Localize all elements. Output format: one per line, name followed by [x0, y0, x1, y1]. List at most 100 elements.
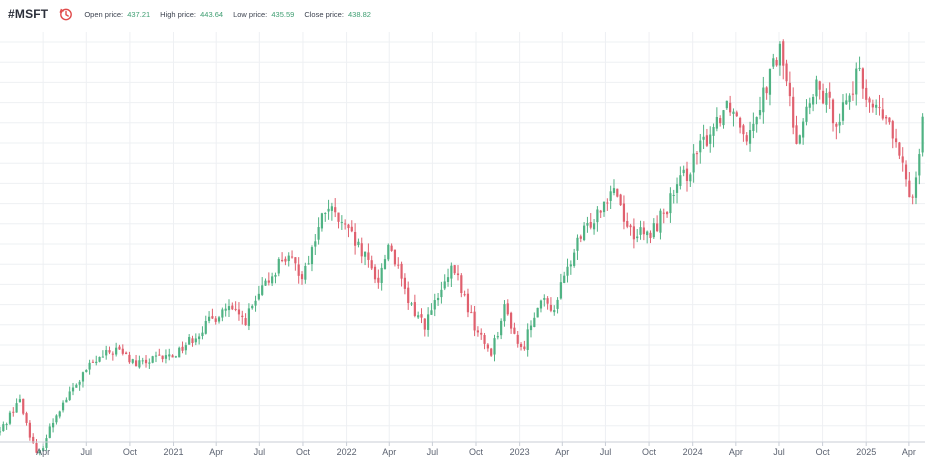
candle-body[interactable] — [821, 90, 825, 104]
candle-body[interactable] — [443, 281, 446, 289]
candle-body[interactable] — [519, 343, 523, 347]
candle-body[interactable] — [234, 308, 237, 310]
candle-body[interactable] — [277, 259, 280, 274]
candle-body[interactable] — [340, 221, 343, 223]
candle-body[interactable] — [722, 110, 725, 126]
candle-body[interactable] — [908, 180, 911, 198]
candle-body[interactable] — [337, 212, 340, 222]
candle-body[interactable] — [350, 226, 353, 232]
candle-body[interactable] — [304, 265, 307, 280]
candle-body[interactable] — [344, 223, 347, 225]
candle-body[interactable] — [320, 213, 324, 229]
candle-body[interactable] — [125, 352, 128, 355]
candle-body[interactable] — [363, 251, 367, 257]
candle-body[interactable] — [559, 282, 562, 299]
candle-body[interactable] — [612, 188, 616, 194]
candle-body[interactable] — [503, 304, 506, 322]
candle-body[interactable] — [918, 154, 921, 176]
candle-body[interactable] — [891, 121, 894, 139]
candle-body[interactable] — [861, 68, 864, 89]
candle-body[interactable] — [297, 264, 300, 276]
candle-body[interactable] — [55, 415, 58, 423]
candle-body[interactable] — [111, 353, 114, 355]
candle-body[interactable] — [58, 411, 61, 417]
candle-body[interactable] — [174, 356, 177, 358]
candle-body[interactable] — [164, 355, 168, 359]
candle-body[interactable] — [868, 98, 871, 103]
candle-body[interactable] — [904, 164, 908, 180]
candle-body[interactable] — [792, 96, 795, 128]
candle-body[interactable] — [695, 153, 699, 155]
candle-body[interactable] — [450, 265, 453, 279]
candle-body[interactable] — [715, 116, 718, 129]
candle-body[interactable] — [732, 111, 735, 114]
candle-body[interactable] — [194, 338, 197, 343]
candle-body[interactable] — [25, 413, 28, 423]
candle-body[interactable] — [360, 243, 363, 257]
candle-body[interactable] — [838, 121, 841, 126]
candle-body[interactable] — [831, 99, 835, 124]
candle-body[interactable] — [161, 355, 164, 360]
candle-body[interactable] — [802, 121, 805, 138]
candle-body[interactable] — [659, 210, 662, 233]
candle-body[interactable] — [679, 175, 682, 186]
candle-body[interactable] — [669, 193, 672, 214]
candle-body[interactable] — [841, 102, 845, 121]
candle-body[interactable] — [579, 236, 582, 239]
candle-body[interactable] — [778, 43, 782, 66]
candle-body[interactable] — [858, 67, 861, 69]
candle-body[interactable] — [566, 266, 569, 276]
candle-body[interactable] — [42, 448, 45, 451]
candle-body[interactable] — [692, 153, 695, 173]
candle-body[interactable] — [390, 245, 393, 251]
candle-body[interactable] — [141, 360, 144, 362]
candle-body[interactable] — [496, 336, 499, 338]
candle-body[interactable] — [742, 125, 745, 135]
candle-body[interactable] — [138, 360, 141, 368]
candle-body[interactable] — [2, 424, 5, 432]
candle-body[interactable] — [427, 314, 430, 330]
candle-body[interactable] — [310, 247, 314, 265]
candle-body[interactable] — [101, 356, 104, 358]
candle-body[interactable] — [775, 59, 778, 66]
candle-body[interactable] — [373, 266, 377, 280]
candle-body[interactable] — [609, 191, 612, 201]
candle-body[interactable] — [490, 348, 493, 356]
candle-body[interactable] — [825, 93, 828, 105]
candle-body[interactable] — [28, 422, 31, 438]
candle-body[interactable] — [815, 79, 818, 97]
candle-body[interactable] — [752, 123, 755, 131]
candle-body[interactable] — [154, 355, 158, 357]
candle-body[interactable] — [377, 277, 380, 283]
candle-body[interactable] — [636, 236, 639, 239]
candle-body[interactable] — [768, 68, 772, 95]
candle-body[interactable] — [214, 318, 217, 322]
candle-body[interactable] — [914, 177, 918, 198]
candle-body[interactable] — [592, 223, 596, 230]
candle-body[interactable] — [287, 255, 290, 262]
candle-body[interactable] — [32, 436, 35, 443]
candle-body[interactable] — [725, 100, 728, 109]
candle-body[interactable] — [423, 318, 426, 330]
candle-body[interactable] — [898, 142, 901, 156]
candle-body[interactable] — [812, 96, 815, 105]
candle-body[interactable] — [131, 359, 134, 363]
candle-body[interactable] — [665, 212, 669, 215]
candle-body[interactable] — [227, 306, 231, 311]
candle-body[interactable] — [818, 81, 821, 90]
candle-body[interactable] — [420, 314, 423, 318]
candle-body[interactable] — [875, 104, 878, 108]
candle-body[interactable] — [486, 344, 489, 349]
candle-body[interactable] — [470, 312, 473, 314]
candle-body[interactable] — [788, 82, 791, 97]
candle-body[interactable] — [168, 354, 171, 357]
candle-body[interactable] — [188, 336, 191, 345]
candle-body[interactable] — [207, 316, 211, 321]
candle-series[interactable] — [0, 39, 924, 456]
candle-body[interactable] — [251, 305, 254, 309]
candle-body[interactable] — [702, 136, 705, 140]
candle-body[interactable] — [144, 359, 148, 364]
candle-body[interactable] — [526, 329, 529, 350]
candle-body[interactable] — [91, 361, 95, 363]
